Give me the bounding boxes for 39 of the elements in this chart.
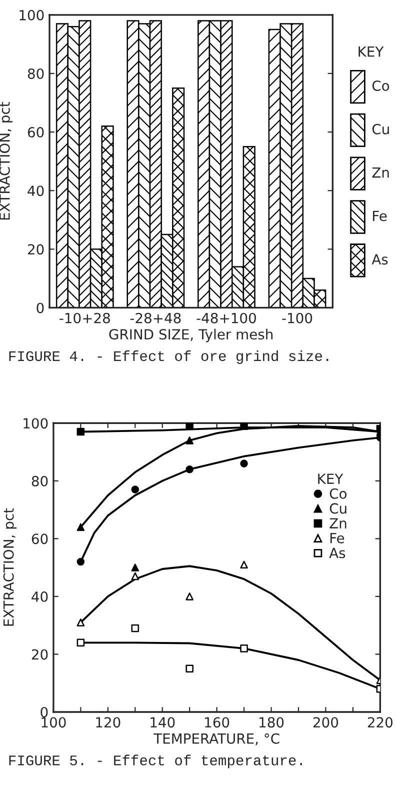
y-tick-label: 60 [32,534,48,544]
x-tick-label: 220 [368,717,392,728]
y-tick-label: 20 [32,649,48,660]
legend-label: Co [372,80,390,91]
x-tick-label: 200 [313,717,338,728]
x-tick-label: 160 [205,717,230,728]
y-tick-label: 60 [28,127,44,138]
legend-title: KEY [358,46,384,57]
legend-label: Fe [330,533,344,544]
y-tick-label: 100 [24,418,48,429]
x-tick-label: -100 [282,312,312,324]
y-tick-label: 0 [40,706,48,718]
x-tick-label: 120 [96,717,120,728]
legend-label: As [329,548,346,558]
x-tick-label: -28+48 [130,312,181,324]
legend-label: Fe [373,210,387,222]
x-tick-label: -10+28 [60,312,110,324]
legend-label: Zn [372,167,389,178]
y-axis-title: EXTRACTION, pct [3,508,17,626]
legend-label: Zn [330,518,346,528]
legend-label: Cu [330,503,346,514]
y-tick-label: 80 [32,476,48,486]
x-tick-label: -48+100 [196,312,256,324]
x-tick-label: 180 [260,717,284,728]
legend-title: KEY [318,474,344,484]
y-tick-label: 20 [28,244,44,255]
legend-label: Co [330,488,347,499]
caption: FIGURE 5. - Effect of temperature. [9,754,302,768]
y-tick-label: 0 [36,302,44,314]
x-axis-title: GRIND SIZE, Tyler mesh [109,328,272,342]
x-axis-title: TEMPERATURE, °C [154,733,280,746]
y-tick-label: 40 [28,186,44,196]
x-tick-label: 140 [150,717,175,728]
y-tick-label: 40 [32,591,48,602]
caption: FIGURE 4. - Effect of ore grind size. [9,350,328,364]
y-tick-label: 100 [20,10,44,20]
legend-label: Cu [372,124,389,134]
legend-label: As [372,254,388,265]
y-tick-label: 80 [28,68,44,79]
